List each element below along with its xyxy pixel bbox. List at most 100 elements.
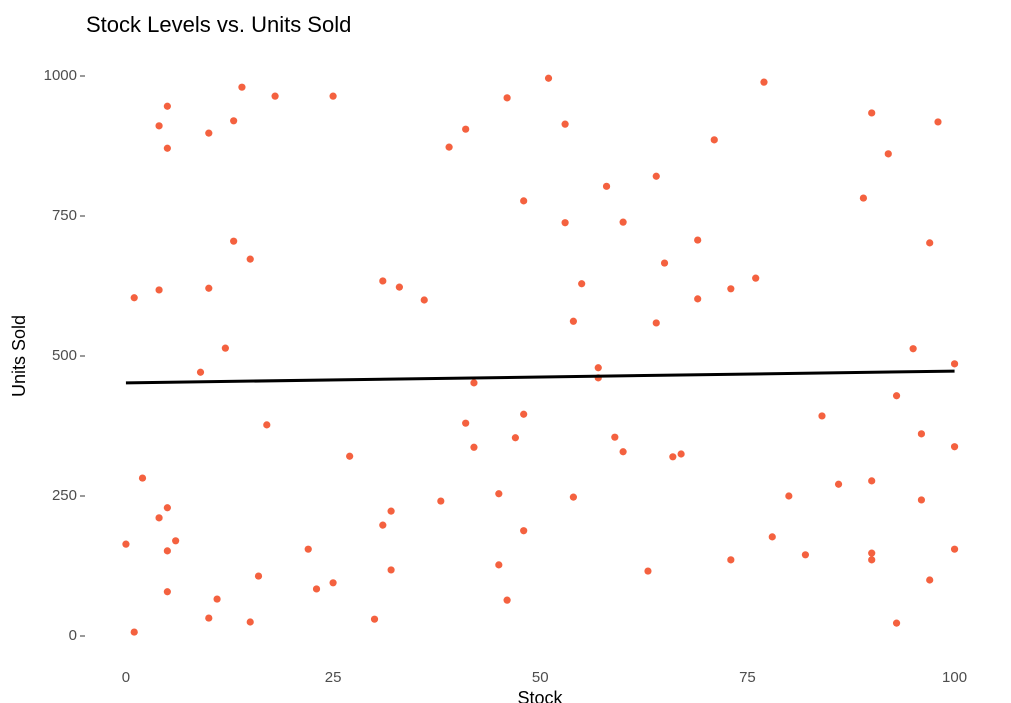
point	[263, 421, 271, 429]
point	[694, 236, 702, 244]
point	[660, 259, 669, 267]
point	[727, 285, 735, 293]
point	[230, 117, 238, 125]
point	[569, 493, 577, 501]
point	[503, 596, 511, 604]
point	[917, 496, 926, 504]
point	[163, 504, 171, 512]
x-tick-label: 25	[325, 669, 342, 686]
point	[221, 344, 229, 352]
point	[511, 434, 519, 442]
point	[155, 286, 163, 294]
point	[445, 143, 453, 151]
point	[594, 364, 602, 372]
point	[520, 197, 528, 205]
y-tick-label: 500	[52, 347, 77, 364]
x-tick-label: 0	[122, 669, 130, 686]
point	[768, 533, 776, 541]
point	[950, 360, 959, 368]
y-tick-label: 250	[52, 487, 77, 504]
point	[503, 94, 511, 102]
point	[205, 614, 213, 622]
point	[246, 255, 254, 263]
y-tick-label: 0	[69, 627, 77, 644]
point	[950, 443, 959, 451]
x-axis-title: Stock	[517, 688, 563, 703]
point	[868, 556, 876, 564]
point	[205, 284, 213, 292]
point	[619, 218, 627, 226]
point	[379, 277, 387, 285]
y-tick-label: 1000	[44, 67, 77, 84]
point	[329, 579, 337, 587]
point	[561, 120, 569, 128]
point	[172, 537, 180, 545]
point	[254, 572, 263, 580]
point	[859, 194, 868, 202]
point	[205, 129, 213, 137]
point	[619, 448, 627, 456]
point	[752, 274, 760, 282]
point	[917, 430, 926, 438]
point	[271, 92, 279, 100]
point	[578, 280, 586, 288]
point	[495, 490, 503, 498]
point	[379, 521, 387, 529]
point	[884, 150, 892, 158]
point	[304, 545, 312, 553]
point	[669, 453, 677, 461]
point	[834, 480, 843, 488]
point	[470, 379, 478, 387]
point	[868, 477, 876, 485]
point	[163, 588, 171, 596]
point	[246, 618, 254, 626]
point	[892, 392, 901, 400]
point	[868, 109, 876, 117]
point	[495, 561, 503, 569]
point	[909, 345, 917, 353]
point	[868, 549, 876, 557]
point	[561, 219, 569, 227]
point	[163, 144, 171, 152]
point	[420, 296, 428, 304]
point	[520, 410, 528, 418]
point	[370, 615, 379, 623]
x-tick-label: 100	[942, 669, 967, 686]
point	[312, 585, 321, 593]
point	[934, 118, 942, 126]
point	[130, 628, 138, 636]
point	[155, 514, 163, 522]
x-tick-label: 50	[532, 669, 549, 686]
point	[892, 619, 901, 627]
point	[710, 136, 718, 144]
point	[437, 497, 445, 505]
point	[785, 492, 793, 500]
x-tick-label: 75	[739, 669, 756, 686]
point	[694, 295, 702, 303]
point	[387, 507, 395, 515]
y-axis-title: Units Sold	[9, 315, 29, 397]
point	[155, 122, 163, 130]
point	[569, 317, 577, 325]
point	[544, 74, 553, 82]
trend-line	[125, 369, 955, 385]
point	[462, 125, 470, 133]
point	[138, 474, 147, 482]
point	[520, 527, 528, 535]
point	[926, 239, 934, 247]
point	[677, 450, 685, 458]
point	[818, 412, 826, 420]
point	[346, 452, 354, 460]
point	[163, 547, 171, 555]
point	[801, 551, 810, 559]
point	[611, 433, 619, 441]
point	[387, 566, 395, 574]
point	[652, 319, 660, 327]
point	[329, 92, 337, 100]
point	[230, 237, 238, 245]
point	[122, 540, 130, 548]
point	[470, 443, 478, 451]
chart-title: Stock Levels vs. Units Sold	[86, 12, 351, 37]
